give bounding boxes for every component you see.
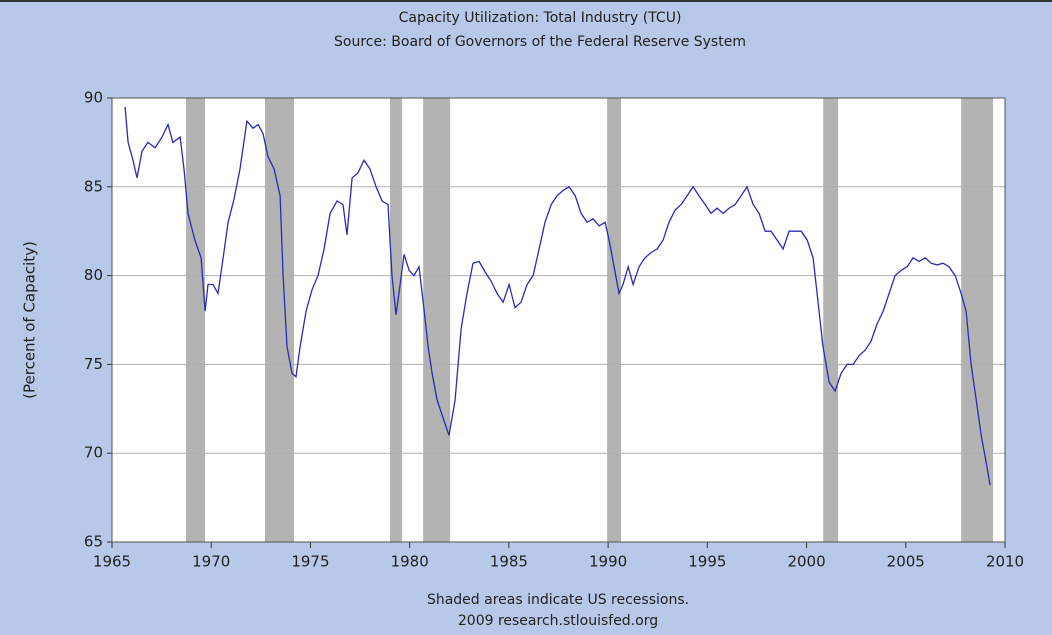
x-tick-label: 2005 <box>887 553 925 571</box>
plot-area <box>112 98 1005 542</box>
y-tick-label: 70 <box>84 444 103 462</box>
note: Shaded areas indicate US recessions. <box>427 592 689 608</box>
y-tick-label: 80 <box>84 266 103 284</box>
recession-band <box>265 98 294 542</box>
x-tick-label: 1970 <box>192 553 230 571</box>
x-tick-label: 1975 <box>291 553 329 571</box>
x-tick-label: 1965 <box>93 553 131 571</box>
x-tick-label: 2010 <box>986 553 1024 571</box>
x-tick-label: 2000 <box>787 553 825 571</box>
chart-subtitle: Source: Board of Governors of the Federa… <box>334 34 746 50</box>
y-tick-label: 90 <box>84 89 103 107</box>
chart-title: Capacity Utilization: Total Industry (TC… <box>399 10 682 26</box>
plot-frame <box>111 97 1006 543</box>
y-tick-label: 85 <box>84 177 103 195</box>
x-tick-label: 1985 <box>490 553 528 571</box>
x-tick-label: 1990 <box>589 553 627 571</box>
y-tick-label: 75 <box>84 355 103 373</box>
recession-band <box>823 98 839 542</box>
y-axis-label: (Percent of Capacity) <box>21 241 39 399</box>
recession-band <box>607 98 622 542</box>
recession-band <box>390 98 403 542</box>
x-tick-label: 1980 <box>391 553 429 571</box>
data-line <box>124 106 991 486</box>
y-tick-label: 65 <box>84 533 103 551</box>
note: 2009 research.stlouisfed.org <box>458 613 658 629</box>
x-tick-label: 1995 <box>688 553 726 571</box>
recession-band <box>423 98 451 542</box>
recession-band <box>186 98 206 542</box>
plot <box>112 97 1005 543</box>
